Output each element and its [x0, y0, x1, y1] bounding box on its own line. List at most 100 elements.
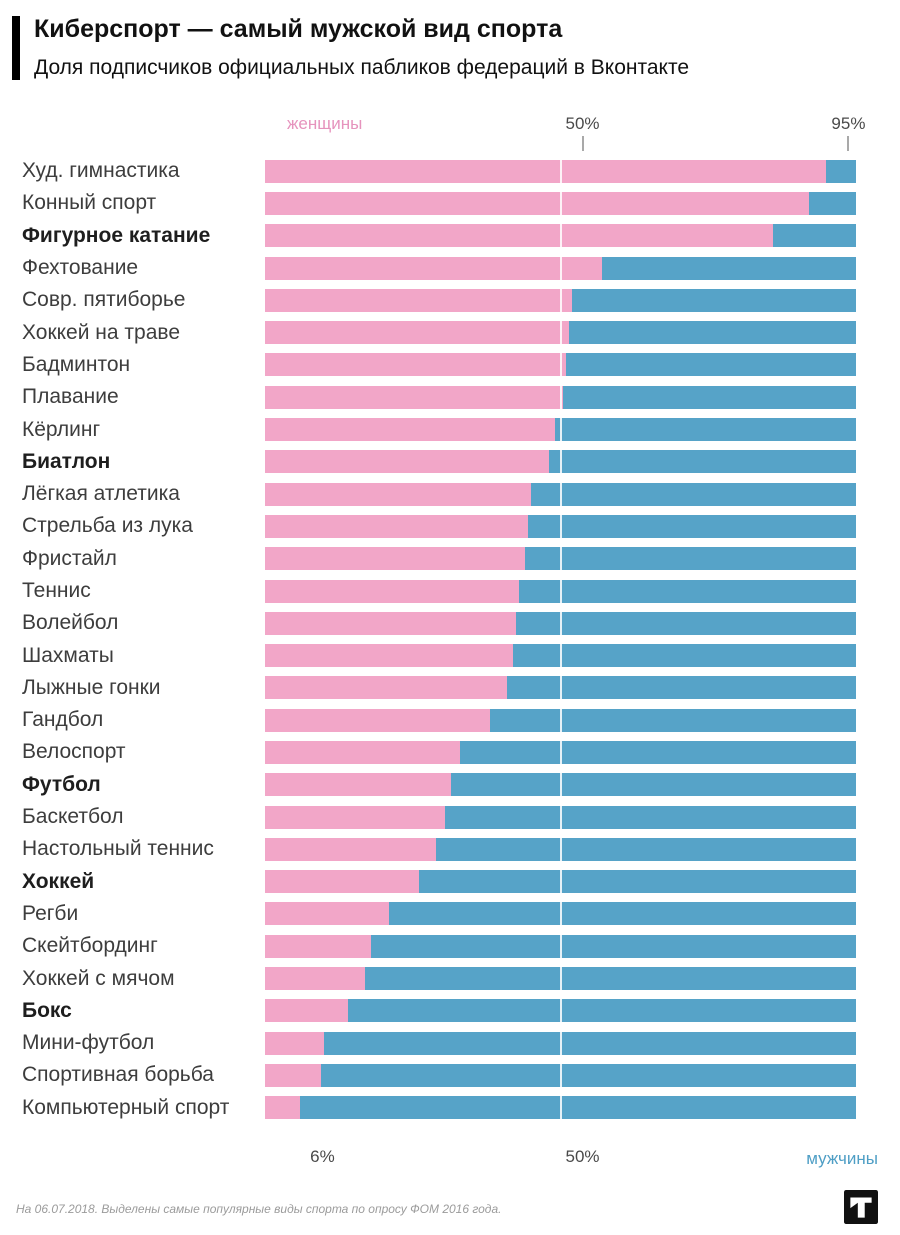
women-bar-segment [265, 1063, 322, 1087]
men-bar-segment [265, 224, 856, 248]
fifty-percent-gridline [559, 579, 562, 603]
men-bar-segment [265, 482, 856, 506]
women-bar-segment [265, 805, 446, 829]
chart-row: Худ. гимнастика [0, 155, 900, 187]
category-label: Настольный теннис [22, 837, 214, 861]
chart-row: Настольный теннис [0, 833, 900, 865]
footer-note: На 06.07.2018. Выделены самые популярные… [16, 1202, 502, 1216]
women-bar-segment [265, 708, 490, 732]
top-tick-label: 50% [565, 114, 600, 133]
chart-row: Волейбол [0, 607, 900, 639]
men-bar-segment [265, 805, 856, 829]
chart-row: Биатлон [0, 446, 900, 478]
category-label: Гандбол [22, 708, 104, 732]
category-label: Фристайл [22, 546, 117, 570]
fifty-percent-gridline [559, 773, 562, 797]
category-label: Фехтование [22, 256, 139, 280]
category-label: Футбол [22, 772, 101, 796]
women-bar-segment [265, 224, 774, 248]
women-bar-segment [265, 288, 573, 312]
category-label: Волейбол [22, 611, 119, 635]
page-title: Киберспорт — самый мужской вид спорта [34, 15, 563, 43]
bottom-tick-label: 6% [310, 1147, 335, 1166]
women-bar-segment [265, 999, 348, 1023]
chart-row: Фигурное катание [0, 220, 900, 252]
category-label: Хоккей на траве [22, 320, 180, 344]
chart-row: Лыжные гонки [0, 672, 900, 704]
category-label: Конный спорт [22, 191, 157, 215]
men-bar-segment [265, 967, 856, 991]
fifty-percent-gridline [559, 740, 562, 764]
fifty-percent-gridline [559, 1063, 562, 1087]
men-bar-segment [265, 999, 856, 1023]
fifty-percent-gridline [559, 644, 562, 668]
men-bar-segment [265, 644, 856, 668]
fifty-percent-gridline [559, 837, 562, 861]
chart-rows: Худ. гимнастика Конный спорт Фигурное ката… [0, 155, 900, 1124]
chart-row: Хоккей на траве [0, 316, 900, 348]
bottom-tick-label: 50% [565, 1147, 600, 1166]
chart-row: Гандбол [0, 704, 900, 736]
men-bar-segment [265, 1063, 856, 1087]
top-tick-label: 95% [831, 114, 866, 133]
chart-row: Футбол [0, 769, 900, 801]
fifty-percent-gridline [559, 967, 562, 991]
chart-row: Хоккей [0, 866, 900, 898]
women-bar-segment [265, 256, 602, 280]
category-label: Фигурное катание [22, 223, 211, 247]
women-bar-segment [265, 482, 531, 506]
chart-row: Фристайл [0, 543, 900, 575]
fifty-percent-gridline [559, 418, 562, 442]
fifty-percent-gridline [559, 450, 562, 474]
men-bar-segment [265, 740, 856, 764]
women-bar-segment [265, 353, 567, 377]
women-bar-segment [265, 418, 555, 442]
women-bar-segment [265, 321, 570, 345]
category-label: Бокс [22, 998, 72, 1022]
men-bar-segment [265, 934, 856, 958]
men-bar-segment [265, 353, 856, 377]
fifty-percent-gridline [559, 805, 562, 829]
men-bar-segment [265, 611, 856, 635]
men-bar-segment [265, 418, 856, 442]
chart-row: Конный спорт [0, 187, 900, 219]
fifty-percent-gridline [559, 288, 562, 312]
men-bar-segment [265, 1031, 856, 1055]
category-label: Бадминтон [22, 352, 131, 376]
chart-row: Баскетбол [0, 801, 900, 833]
header: Киберспорт — самый мужской вид спорта До… [12, 15, 690, 80]
fifty-percent-gridline [559, 385, 562, 409]
fifty-percent-gridline [559, 1096, 562, 1120]
men-bar-segment [265, 385, 856, 409]
chart-row: Компьютерный спорт [0, 1092, 900, 1124]
women-bar-segment [265, 191, 809, 215]
women-axis-label: женщины [287, 114, 363, 133]
fifty-percent-gridline [559, 191, 562, 215]
women-bar-segment [265, 870, 419, 894]
women-bar-segment [265, 385, 564, 409]
page-subtitle: Доля подписчиков официальных пабликов фе… [34, 55, 690, 79]
women-bar-segment [265, 159, 827, 183]
men-bar-segment [265, 902, 856, 926]
category-label: Биатлон [22, 449, 111, 473]
fifty-percent-gridline [559, 870, 562, 894]
men-bar-segment [265, 514, 856, 538]
women-bar-segment [265, 450, 549, 474]
bottom-axis: мужчины 6% 50% [287, 1147, 878, 1171]
chart-row: Регби [0, 898, 900, 930]
women-bar-segment [265, 579, 520, 603]
men-bar-segment [265, 676, 856, 700]
chart-row: Скейтбординг [0, 930, 900, 962]
chart-row: Кёрлинг [0, 413, 900, 445]
women-bar-segment [265, 837, 437, 861]
fifty-percent-gridline [559, 708, 562, 732]
men-bar-segment [265, 547, 856, 571]
category-label: Плавание [22, 385, 119, 409]
category-label: Стрельба из лука [22, 514, 193, 538]
men-bar-segment [265, 773, 856, 797]
chart-row: Совр. пятиборье [0, 284, 900, 316]
tj-logo-icon [844, 1190, 878, 1224]
category-label: Велоспорт [22, 740, 126, 764]
fifty-percent-gridline [559, 159, 562, 183]
